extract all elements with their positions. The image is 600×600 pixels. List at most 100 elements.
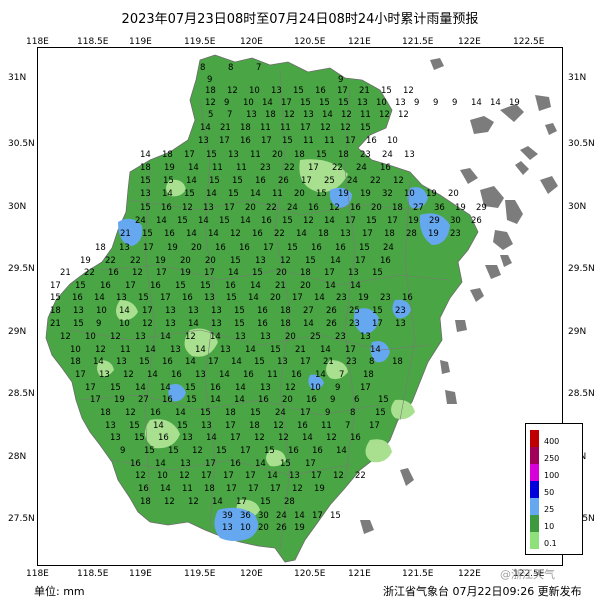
station-value: 18 [225,408,236,418]
longitude-label: 122.5E [513,569,545,579]
station-value: 17 [301,176,312,186]
station-value: 19 [509,98,520,108]
station-value: 14 [135,383,146,393]
station-value: 15 [282,216,293,226]
station-value: 12 [280,256,291,266]
station-value: 17 [324,268,335,278]
station-value: 13 [228,150,239,160]
station-value: 17 [50,281,61,291]
station-value: 11 [267,370,278,380]
longitude-label: 119.5E [184,569,216,579]
station-value: 17 [143,243,154,253]
station-value: 15 [282,136,293,146]
station-value: 17 [270,484,281,494]
station-value: 16 [261,216,272,226]
station-value: 28 [406,229,417,239]
legend-swatch [530,481,539,498]
station-value: 13 [246,110,257,120]
station-value: 13 [340,229,351,239]
station-value: 15 [300,98,311,108]
station-value: 15 [50,293,61,303]
station-value: 14 [336,446,347,456]
station-value: 17 [205,459,216,469]
station-value: 13 [235,332,246,342]
station-value: 10 [387,136,398,146]
station-value: 19 [428,229,439,239]
station-value: 17 [160,293,171,303]
station-value: 14 [145,345,156,355]
station-value: 21 [275,281,286,291]
station-value: 18 [265,110,276,120]
station-value: 14 [188,163,199,173]
station-value: 9 [338,75,343,85]
station-value: 20 [270,293,281,303]
station-value: 13 [180,459,191,469]
station-value: 16 [158,433,169,443]
station-value: 19 [455,203,466,213]
station-value: 16 [162,357,173,367]
station-value: 16 [288,446,299,456]
station-value: 13 [110,433,121,443]
legend-swatch [530,430,539,447]
station-value: 16 [108,268,119,278]
station-value: 14 [212,497,223,507]
latitude-label: 27.5N [8,514,35,524]
station-value: 17 [345,216,356,226]
station-value: 18 [280,319,291,329]
station-value: 19 [338,189,349,199]
station-value: 15 [378,395,389,405]
station-value: 14 [303,319,314,329]
station-value: 14 [325,281,336,291]
station-value: 15 [110,383,121,393]
station-value: 12 [329,203,340,213]
station-value: 12 [273,421,284,431]
station-value: 16 [230,459,241,469]
longitude-label: 119E [129,37,152,47]
station-value: 7 [256,63,261,73]
station-value: 14 [231,357,242,367]
station-value: 14 [206,189,217,199]
station-value: 10 [240,523,251,533]
station-value: 17 [90,395,101,405]
county-borders [69,69,451,551]
station-value: 15 [228,189,239,199]
station-value: 16 [306,395,317,405]
station-value: 15 [250,408,261,418]
station-value: 17 [240,446,251,456]
station-value: 20 [245,203,256,213]
station-value: 10 [157,471,168,481]
station-value: 14 [160,383,171,393]
station-value: 14 [245,345,256,355]
station-value: 17 [369,421,380,431]
station-value: 15 [293,86,304,96]
station-value: 17 [261,136,272,146]
station-value: 16 [100,281,111,291]
station-value: 15 [359,243,370,253]
station-value: 19 [358,293,369,303]
station-value: 9 [325,408,330,418]
station-value: 16 [291,370,302,380]
station-value: 20 [180,256,191,266]
latitude-label: 28.5N [8,389,35,399]
longitude-label: 120.5E [294,37,326,47]
station-value: 14 [156,216,167,226]
station-value: 18 [392,357,403,367]
station-value: 19 [164,163,175,173]
station-value: 16 [171,370,182,380]
station-value: 16 [257,319,268,329]
station-value: 14 [302,433,313,443]
longitude-label: 118.5E [77,569,109,579]
station-value: 15 [185,383,196,393]
station-value: 15 [381,86,392,96]
station-value: 19 [114,395,125,405]
longitude-label: 120E [240,37,263,47]
station-value: 10 [96,306,107,316]
station-value: 13 [116,357,127,367]
station-value: 16 [182,293,193,303]
station-value: 12 [179,471,190,481]
latitude-label: 29N [568,327,587,337]
latitude-label: 28N [8,452,27,462]
station-value: 15 [316,150,327,160]
station-value: 16 [257,306,268,316]
station-value: 15 [177,421,188,431]
